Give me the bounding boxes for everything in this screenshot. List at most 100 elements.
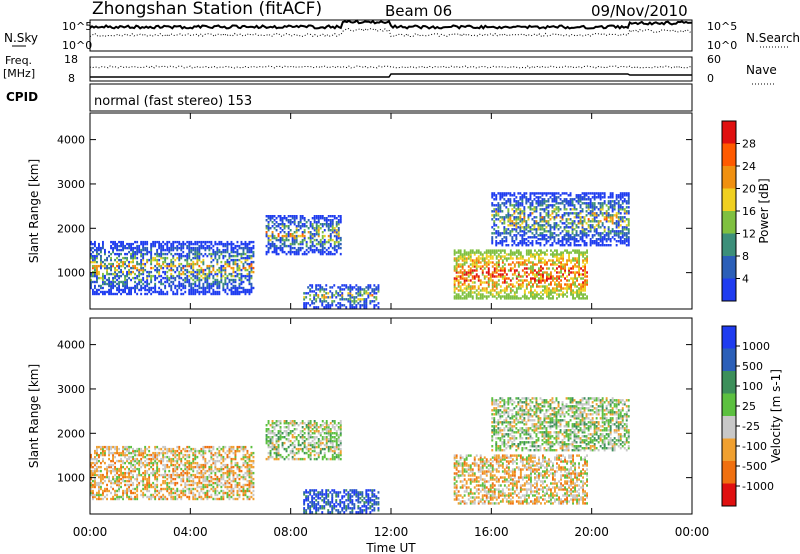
echo-cell [321, 246, 324, 250]
echo-cell [114, 493, 116, 497]
echo-cell [152, 451, 155, 455]
echo-cell [532, 263, 534, 266]
echo-cell [327, 238, 330, 242]
echo-cell [527, 230, 530, 233]
echo-cell [511, 244, 514, 247]
echo-cell [521, 220, 524, 223]
echo-cell [277, 215, 280, 218]
echo-cell [509, 295, 512, 298]
echo-cell [573, 206, 576, 209]
echo-cell [144, 483, 147, 487]
echo-cell [553, 238, 556, 241]
echo-cell [621, 232, 624, 235]
echo-cell [116, 288, 118, 292]
echo-cell [150, 252, 153, 256]
echo-cell [585, 242, 588, 245]
echo-cell [150, 288, 153, 292]
echo-cell [190, 282, 193, 286]
echo-cell [271, 240, 274, 244]
echo-cell [603, 200, 606, 203]
echo-cell [329, 236, 332, 240]
echo-cell [120, 459, 122, 463]
echo-cell [162, 270, 165, 274]
echo-cell [535, 222, 538, 225]
echo-cell [140, 473, 143, 477]
echo-cell [200, 485, 203, 489]
echo-cell [214, 252, 217, 256]
echo-cell [275, 246, 278, 250]
echo-cell [289, 221, 292, 224]
echo-cell [479, 295, 482, 298]
echo-cell [471, 261, 474, 264]
echo-cell [453, 285, 456, 288]
echo-cell [567, 230, 570, 233]
echo-cell [174, 489, 177, 493]
echo-cell [267, 246, 270, 250]
echo-cell [166, 481, 169, 485]
echo-cell [560, 255, 562, 258]
echo-cell [198, 278, 201, 282]
echo-cell [232, 292, 235, 296]
echo-cell [339, 242, 342, 246]
echo-cell [576, 277, 578, 280]
echo-cell [517, 283, 520, 286]
echo-cell [511, 289, 514, 292]
echo-cell [150, 246, 153, 250]
echo-cell [285, 236, 288, 240]
echo-cell [493, 281, 496, 284]
echo-cell [182, 286, 185, 290]
echo-cell [593, 192, 596, 195]
echo-cell [493, 194, 496, 197]
echo-cell [317, 240, 320, 244]
echo-cell [589, 228, 592, 231]
echo-cell [269, 244, 272, 248]
echo-cell [287, 219, 290, 222]
echo-cell [571, 212, 574, 215]
echo-cell [182, 282, 185, 286]
echo-cell [327, 219, 330, 222]
echo-cell [136, 268, 139, 272]
echo-cell [172, 471, 175, 475]
echo-cell [134, 463, 136, 467]
echo-cell [291, 246, 294, 250]
echo-cell [297, 225, 300, 228]
echo-cell [323, 217, 326, 220]
echo-cell [305, 302, 308, 305]
echo-cell [142, 481, 145, 485]
echo-cell [569, 244, 572, 247]
echo-cell [603, 212, 606, 215]
echo-cell [172, 469, 175, 473]
echo-cell [146, 463, 149, 467]
echo-cell [166, 262, 169, 266]
echo-cell [531, 202, 534, 205]
echo-cell [587, 192, 590, 195]
echo-cell [609, 214, 612, 217]
echo-cell [214, 282, 217, 286]
noise-sky-label: N.Sky [4, 31, 38, 45]
echo-cell [192, 447, 195, 451]
echo-cell [170, 260, 173, 264]
echo-cell [313, 250, 316, 254]
echo-cell [170, 264, 173, 268]
echo-cell [535, 228, 538, 231]
echo-cell [605, 216, 608, 219]
echo-cell [238, 252, 241, 256]
echo-cell [114, 284, 116, 288]
echo-cell [182, 491, 185, 495]
echo-cell [363, 288, 366, 291]
echo-cell [194, 457, 197, 461]
echo-cell [220, 266, 223, 270]
echo-cell [202, 284, 205, 288]
echo-cell [560, 271, 562, 274]
echo-cell [495, 267, 498, 270]
echo-cell [339, 306, 342, 309]
echo-cell [110, 290, 112, 294]
echo-cell [142, 266, 145, 270]
echo-cell [98, 483, 100, 487]
echo-cell [206, 280, 209, 284]
echo-cell [116, 451, 118, 455]
echo-cell [244, 240, 247, 244]
echo-cell [236, 254, 239, 258]
echo-cell [540, 257, 542, 260]
echo-cell [558, 261, 560, 264]
